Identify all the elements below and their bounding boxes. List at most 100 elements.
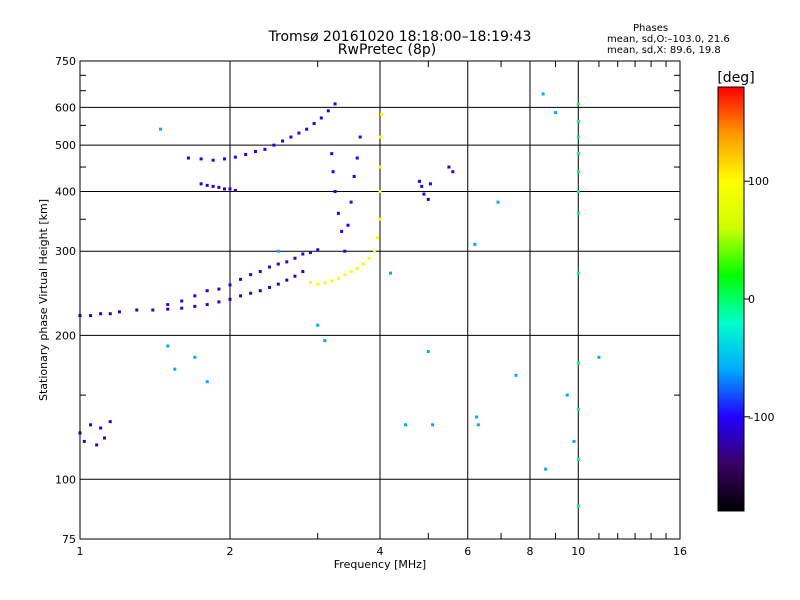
data-point [355,267,359,271]
data-point [422,192,426,196]
data-point [323,339,327,343]
data-point [276,282,280,286]
data-point [379,135,383,139]
y-tick-label: 400 [55,185,76,198]
data-point [239,294,243,298]
data-point [541,92,545,96]
data-point [576,504,580,508]
phases-x-stat: mean, sd,X: 89.6, 19.8 [607,45,721,56]
data-point [576,361,580,365]
data-point [293,256,297,260]
data-point [576,211,580,215]
data-point [301,252,305,256]
data-point [276,249,280,253]
data-point [193,294,197,298]
data-point [367,256,371,260]
data-point [89,314,93,318]
data-point [576,457,580,461]
data-point [249,291,253,295]
data-point [447,165,451,169]
y-tick-label: 200 [55,329,76,342]
data-point [576,170,580,174]
data-point [316,323,320,327]
data-point [426,197,430,201]
x-tick-label: 10 [571,545,585,558]
data-point [336,277,340,281]
data-point [158,127,162,131]
data-point [217,287,221,291]
data-point [428,182,432,186]
data-point [217,300,221,304]
chart-title: Tromsø 20161020 18:18:00–18:19:43 [268,29,532,45]
data-point [426,350,430,354]
data-point [186,156,190,160]
data-point [373,249,377,253]
data-point [576,152,580,156]
data-point [349,200,353,204]
data-points [78,92,601,508]
data-point [336,211,340,215]
data-point [297,131,301,135]
data-point [308,281,312,285]
data-point [166,303,170,307]
data-point [576,135,580,139]
plot-frame [79,60,681,540]
data-point [193,355,197,359]
data-point [343,273,347,277]
data-point [253,149,257,153]
data-point [333,102,337,106]
data-point [199,182,203,186]
data-point [285,260,289,264]
data-point [233,188,237,192]
data-point [333,189,337,193]
phases-title: Phases [633,23,669,34]
data-point [378,165,382,169]
colorbar-gradient [717,86,745,512]
data-point [211,158,215,162]
data-point [285,278,289,282]
data-point [267,265,271,269]
x-axis-label: Frequency [MHz] [334,558,426,571]
data-point [316,248,320,252]
data-point [103,436,107,440]
data-point [228,187,232,191]
data-point [228,283,232,287]
chart-subtitle: RwPretec (8p) [337,42,437,58]
phases-o-stat: mean, sd,O:–103.0, 21.6 [607,34,730,45]
data-point [205,183,209,187]
data-point [355,156,359,160]
y-axis-label: Stationary phase Virtual Height [km] [37,199,50,401]
data-point [293,274,297,278]
data-point [451,170,455,174]
data-point [301,270,305,274]
colorbar-label: [deg] [717,70,754,86]
data-point [223,187,227,191]
x-tick-label: 4 [377,545,384,558]
y-tick-label: 750 [55,55,76,68]
x-tick-label: 6 [464,545,471,558]
data-point [326,109,330,113]
data-point [180,299,184,303]
data-point [544,467,548,471]
y-tick-label: 600 [55,101,76,114]
colorbar: [deg] [717,70,755,512]
data-point [244,153,248,157]
data-point [173,367,177,371]
data-point [166,307,170,311]
data-point [576,407,580,411]
data-point [308,251,312,255]
data-point [476,423,480,427]
data-point [151,308,155,312]
data-point [323,281,327,285]
colorbar-tick-label: 100 [748,175,769,188]
data-point [82,439,86,443]
data-point [431,423,435,427]
data-point [166,344,170,348]
y-tick-label: 100 [55,473,76,486]
data-point [211,184,215,188]
data-point [316,282,320,286]
data-point [276,262,280,266]
data-point [108,420,112,424]
data-point [249,273,253,277]
